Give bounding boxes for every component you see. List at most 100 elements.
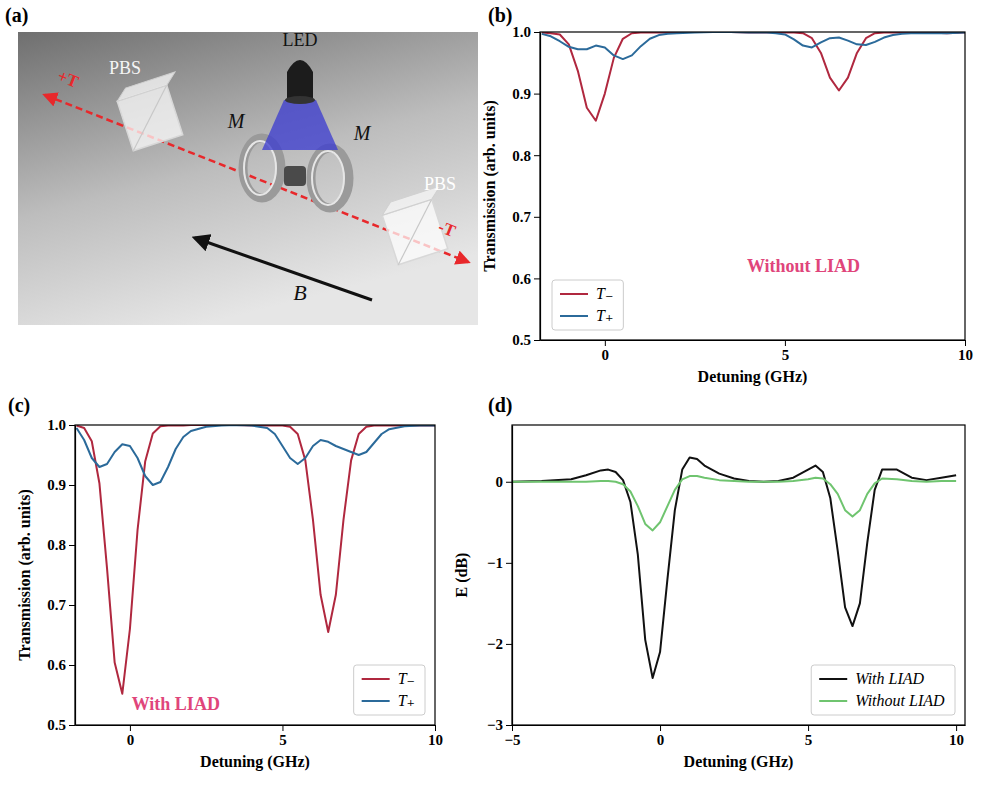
x-tick: −5 bbox=[504, 725, 520, 748]
tick-label: 1.0 bbox=[512, 24, 531, 40]
legend-box bbox=[811, 665, 955, 715]
diagram-label: M bbox=[227, 110, 246, 132]
legend-label: Without LIAD bbox=[855, 692, 945, 709]
diagram-label: LED bbox=[283, 30, 318, 50]
series-line bbox=[542, 32, 965, 59]
tick-mark bbox=[808, 725, 809, 731]
tick-label: 0.9 bbox=[47, 477, 66, 493]
panel-a: (a)LEDPBSPBSMMB+T-T bbox=[5, 4, 478, 325]
field-arrow bbox=[195, 238, 372, 300]
plot-frame bbox=[512, 425, 965, 725]
led-light bbox=[262, 100, 338, 150]
tick-mark bbox=[534, 278, 540, 279]
series-line bbox=[542, 32, 965, 121]
plot-frame bbox=[540, 32, 965, 340]
y-tick: 0.6 bbox=[47, 657, 75, 673]
tick-label: 5 bbox=[279, 732, 287, 748]
x-tick: 10 bbox=[428, 725, 443, 748]
chart-panel: 05100.50.60.70.80.91.0Detuning (GHz)Tran… bbox=[16, 417, 443, 771]
y-tick: −3 bbox=[487, 717, 512, 733]
tick-label: 0.5 bbox=[512, 332, 531, 348]
x-axis: −5 0 5 10 bbox=[504, 725, 965, 748]
tick-label: 0 bbox=[127, 732, 135, 748]
tick-mark bbox=[506, 725, 512, 726]
legend-label: T₋ bbox=[596, 285, 613, 302]
figure: (a)LEDPBSPBSMMB+T-T05100.50.60.70.80.91.… bbox=[0, 0, 984, 786]
legend-label: T₋ bbox=[398, 670, 415, 687]
y-axis-title: Transmission (arb. units) bbox=[16, 489, 34, 661]
legend-swatch bbox=[362, 678, 390, 680]
x-tick: 5 bbox=[805, 725, 813, 748]
series-line bbox=[77, 425, 435, 485]
tick-label: 0 bbox=[496, 474, 504, 490]
diagram-label: PBS bbox=[109, 58, 141, 78]
axis-line bbox=[541, 340, 966, 341]
tick-label: 5 bbox=[805, 732, 813, 748]
panel-label: (d) bbox=[488, 394, 512, 417]
tick-label: 5 bbox=[782, 347, 790, 363]
tick-mark bbox=[965, 340, 966, 346]
y-tick: 0.8 bbox=[47, 537, 75, 553]
legend-box bbox=[354, 665, 425, 715]
tick-label: 0.6 bbox=[512, 271, 531, 287]
legend-swatch bbox=[560, 315, 588, 317]
legend: T₋ T₊ bbox=[354, 665, 425, 715]
y-axis: 0.50.60.70.80.91.0 bbox=[512, 24, 540, 348]
axis-line bbox=[540, 33, 541, 341]
tick-mark bbox=[435, 725, 436, 731]
tick-mark bbox=[69, 665, 75, 666]
x-axis: 0510 bbox=[541, 340, 974, 363]
legend: With LIAD Without LIAD bbox=[811, 665, 955, 715]
tick-mark bbox=[506, 482, 512, 483]
tick-mark bbox=[534, 32, 540, 33]
tick-label: −5 bbox=[504, 732, 520, 748]
magnet-right bbox=[311, 148, 349, 208]
tick-mark bbox=[534, 155, 540, 156]
tick-label: −1 bbox=[487, 555, 503, 571]
y-tick: 1.0 bbox=[47, 417, 75, 433]
tick-label: 0.6 bbox=[47, 657, 66, 673]
plot-frame bbox=[75, 425, 435, 725]
axis-line bbox=[75, 426, 76, 726]
diagram-label: PBS bbox=[424, 174, 456, 194]
tick-label: 10 bbox=[428, 732, 443, 748]
y-axis-title: E (dB) bbox=[453, 553, 471, 598]
x-axis-title: Detuning (GHz) bbox=[684, 753, 794, 771]
pbs-left bbox=[114, 72, 194, 151]
legend: T₋T₊ bbox=[552, 280, 623, 330]
x-tick: 10 bbox=[958, 340, 973, 363]
tick-mark bbox=[69, 545, 75, 546]
tick-label: −3 bbox=[487, 717, 503, 733]
tick-mark bbox=[534, 94, 540, 95]
tick-label: −2 bbox=[487, 636, 503, 652]
legend-swatch bbox=[362, 700, 390, 702]
y-axis: −3 −2 −1 0 bbox=[487, 426, 513, 734]
vapor-cell bbox=[284, 166, 306, 186]
x-axis: 0 5 10 bbox=[76, 725, 444, 748]
tick-mark bbox=[506, 644, 512, 645]
tick-mark bbox=[69, 485, 75, 486]
tick-mark bbox=[506, 563, 512, 564]
panel-label: (a) bbox=[5, 4, 28, 27]
led-base bbox=[285, 96, 315, 104]
tick-mark bbox=[69, 425, 75, 426]
diagram-label: -T bbox=[436, 217, 459, 241]
y-tick: 0.6 bbox=[512, 271, 540, 287]
legend-swatch bbox=[560, 293, 588, 295]
pbs-right bbox=[379, 186, 459, 265]
axis-line bbox=[513, 725, 966, 726]
chart-panel: −5 0 5 10 −3 −2 −1 0 Detuning (GHz) E (dB) With LI… bbox=[453, 425, 966, 771]
legend-label: With LIAD bbox=[855, 670, 924, 687]
diagram-label: +T bbox=[55, 66, 82, 92]
tick-label: 0.7 bbox=[512, 209, 531, 225]
tick-label: 10 bbox=[958, 347, 973, 363]
axis-line bbox=[512, 426, 513, 726]
x-tick: 0 bbox=[657, 725, 665, 748]
tick-mark bbox=[534, 217, 540, 218]
x-tick: 5 bbox=[279, 725, 287, 748]
figure-svg: (a)LEDPBSPBSMMB+T-T05100.50.60.70.80.91.… bbox=[0, 0, 984, 786]
legend-label: T₊ bbox=[398, 692, 415, 709]
tick-label: 10 bbox=[949, 732, 964, 748]
tick-mark bbox=[69, 725, 75, 726]
series-line bbox=[77, 425, 435, 694]
